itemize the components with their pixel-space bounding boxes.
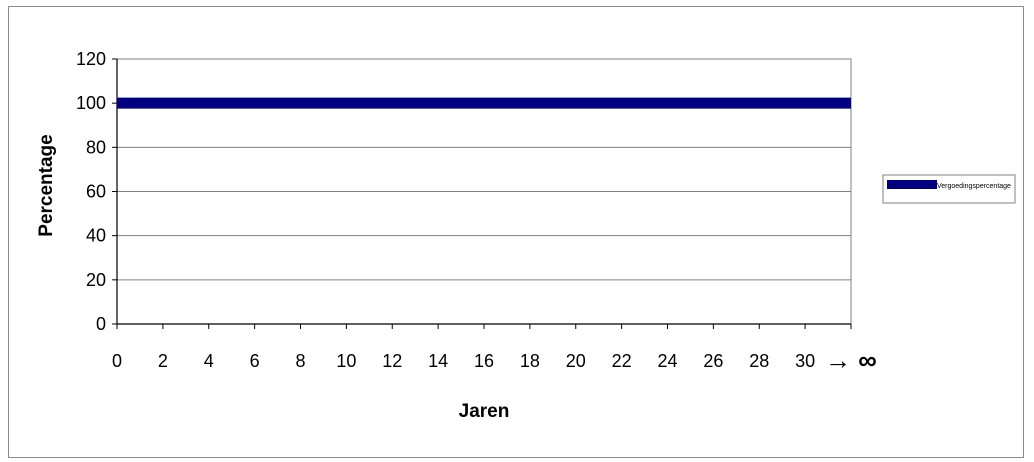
y-tick-label: 100 — [76, 93, 106, 113]
y-tick-label: 80 — [86, 137, 106, 157]
x-tick-label: 26 — [703, 351, 723, 371]
x-tick-label: 14 — [428, 351, 448, 371]
x-tick-label: 20 — [566, 351, 586, 371]
x-tick-label: 0 — [112, 351, 122, 371]
x-tick-label: 22 — [612, 351, 632, 371]
y-axis-ticks: 0 20 40 60 80 100 120 — [76, 49, 117, 334]
y-axis-title: Percentage — [36, 134, 57, 236]
x-tick-label: 30 — [795, 351, 815, 371]
x-tick-label: 2 — [158, 351, 168, 371]
legend: Vergoedingspercentage — [882, 174, 1016, 204]
x-axis-ticks: 0 2 4 6 8 10 12 14 16 18 20 22 24 26 28 30 — [112, 324, 852, 371]
y-tick-label: 40 — [86, 226, 106, 246]
x-tick-label: 24 — [657, 351, 677, 371]
chart-container: 0 20 40 60 80 100 120 0 2 4 6 8 10 12 14 16 18 20 22 24 26 2… — [8, 6, 1024, 458]
y-tick-label: 20 — [86, 270, 106, 290]
x-tick-label: 28 — [749, 351, 769, 371]
x-tick-label: 6 — [250, 351, 260, 371]
legend-label: Vergoedingspercentage — [937, 183, 1011, 190]
y-tick-label: 0 — [96, 314, 106, 334]
x-tick-label: 18 — [520, 351, 540, 371]
x-axis-infinity-label: → ∞ — [825, 345, 877, 375]
legend-swatch — [887, 180, 937, 189]
x-tick-label: 8 — [295, 351, 305, 371]
x-axis-title: Jaren — [459, 401, 510, 422]
x-tick-label: 16 — [474, 351, 494, 371]
x-tick-label: 12 — [382, 351, 402, 371]
x-tick-label: 4 — [204, 351, 214, 371]
x-tick-label: 10 — [336, 351, 356, 371]
y-tick-label: 120 — [76, 49, 106, 69]
y-tick-label: 60 — [86, 182, 106, 202]
